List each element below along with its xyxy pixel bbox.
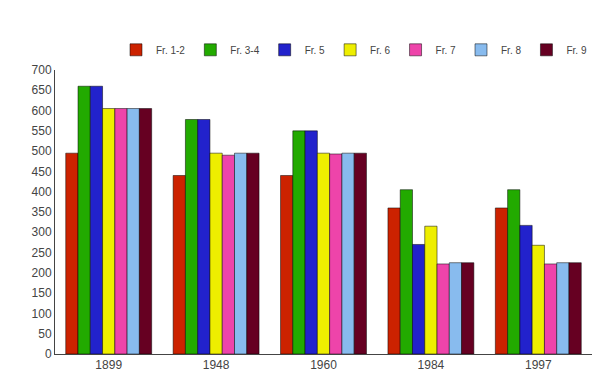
svg-text:150: 150 [32,286,52,300]
svg-text:1899: 1899 [95,358,122,372]
svg-text:0: 0 [45,347,52,361]
svg-text:700: 700 [32,63,52,77]
svg-text:1948: 1948 [203,358,230,372]
svg-text:1997: 1997 [525,358,552,372]
svg-text:Fr. 7: Fr. 7 [436,45,456,56]
svg-text:Fr. 3-4: Fr. 3-4 [230,45,259,56]
svg-text:550: 550 [32,124,52,138]
svg-text:400: 400 [32,185,52,199]
svg-text:650: 650 [32,83,52,97]
svg-text:1960: 1960 [310,358,337,372]
svg-text:600: 600 [32,104,52,118]
svg-text:250: 250 [32,246,52,260]
svg-text:350: 350 [32,205,52,219]
svg-text:Fr. 9: Fr. 9 [566,45,586,56]
svg-text:200: 200 [32,266,52,280]
svg-text:50: 50 [38,327,52,341]
svg-text:1984: 1984 [418,358,445,372]
svg-text:500: 500 [32,144,52,158]
svg-text:Fr. 6: Fr. 6 [370,45,390,56]
svg-text:300: 300 [32,225,52,239]
svg-text:100: 100 [32,307,52,321]
svg-text:Fr. 5: Fr. 5 [305,45,325,56]
svg-text:450: 450 [32,165,52,179]
svg-text:Fr. 1-2: Fr. 1-2 [156,45,185,56]
svg-text:Fr. 8: Fr. 8 [501,45,521,56]
